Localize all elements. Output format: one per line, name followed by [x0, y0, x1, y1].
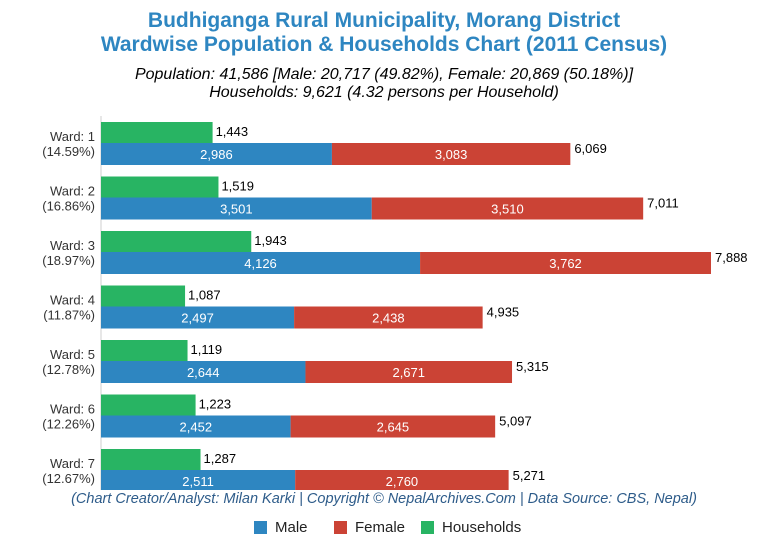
female-bar-6 — [290, 415, 496, 438]
ward-label-5: Ward: 5 — [50, 347, 95, 362]
total-value-label-7: 5,271 — [513, 468, 546, 483]
ward-label-6: Ward: 6 — [50, 402, 95, 417]
female-value-label-1: 3,083 — [435, 147, 468, 162]
legend-swatch-female — [334, 521, 347, 534]
legend-item-households: Households — [421, 519, 521, 536]
male-value-label-7: 2,511 — [182, 474, 214, 489]
male-bar-4 — [101, 306, 295, 329]
female-value-label-4: 2,438 — [372, 311, 405, 326]
ward-label-2: Ward: 2 — [50, 184, 95, 199]
ward-pct-label-3: (18.97%) — [42, 253, 95, 268]
chart-subtitle-line2: Households: 9,621 (4.32 persons per Hous… — [209, 84, 559, 101]
male-bar-6 — [101, 415, 291, 438]
households-value-label-2: 1,519 — [221, 179, 254, 194]
male-value-label-1: 2,986 — [200, 147, 233, 162]
ward-pct-label-5: (12.78%) — [42, 362, 95, 377]
households-value-label-4: 1,087 — [188, 288, 221, 303]
male-bar-3 — [101, 252, 421, 274]
male-bar-1 — [101, 143, 332, 165]
legend-swatch-households — [421, 521, 434, 534]
female-value-label-6: 2,645 — [377, 420, 410, 435]
ward-pct-label-6: (12.26%) — [42, 417, 95, 432]
chart-subtitle-line1: Population: 41,586 [Male: 20,717 (49.82%… — [134, 66, 634, 83]
female-bar-1 — [331, 143, 571, 165]
households-bar-3 — [101, 231, 252, 252]
legend-label-households: Households — [442, 519, 522, 536]
male-bar-7 — [101, 470, 296, 490]
female-bar-7 — [295, 470, 509, 490]
legend-swatch-male — [254, 521, 267, 534]
total-value-label-3: 7,888 — [715, 250, 748, 265]
male-value-label-2: 3,501 — [220, 202, 253, 217]
total-value-label-2: 7,011 — [647, 196, 679, 211]
chart-title-line2: Wardwise Population & Households Chart (… — [100, 33, 668, 56]
ward-label-7: Ward: 7 — [50, 456, 95, 471]
female-value-label-2: 3,510 — [491, 202, 524, 217]
bar-chart: Ward: 1(14.59%) 1,443 2,986 3,083 6,069 Ward:… — [42, 116, 748, 490]
ward-pct-label-1: (14.59%) — [42, 144, 95, 159]
male-value-label-3: 4,126 — [244, 256, 277, 271]
female-bar-5 — [305, 361, 513, 383]
households-value-label-3: 1,943 — [254, 233, 287, 248]
households-bar-5 — [101, 340, 188, 361]
female-value-label-5: 2,671 — [392, 365, 425, 380]
households-bar-6 — [101, 394, 196, 416]
ward-pct-label-7: (12.67%) — [42, 471, 95, 486]
total-value-label-5: 5,315 — [516, 359, 549, 374]
households-bar-1 — [101, 122, 213, 143]
legend-item-male: Male — [254, 519, 308, 536]
male-value-label-6: 2,452 — [180, 420, 213, 435]
female-bar-2 — [371, 197, 644, 220]
female-value-label-3: 3,762 — [549, 256, 582, 271]
households-value-label-6: 1,223 — [199, 397, 232, 412]
legend-label-female: Female — [355, 519, 406, 536]
female-bar-4 — [294, 306, 483, 329]
total-value-label-6: 5,097 — [499, 414, 532, 429]
male-bar-2 — [101, 197, 372, 220]
chart-title-line1: Budhiganga Rural Municipality, Morang Di… — [147, 9, 621, 32]
legend-item-female: Female — [334, 519, 405, 536]
households-value-label-1: 1,443 — [216, 124, 249, 139]
ward-label-1: Ward: 1 — [50, 129, 95, 144]
ward-label-3: Ward: 3 — [50, 238, 95, 253]
male-value-label-5: 2,644 — [187, 365, 220, 380]
ward-pct-label-2: (16.86%) — [42, 199, 95, 214]
households-bar-4 — [101, 285, 186, 307]
legend-label-male: Male — [275, 519, 308, 536]
total-value-label-4: 4,935 — [487, 305, 520, 320]
households-value-label-7: 1,287 — [204, 451, 237, 466]
ward-pct-label-4: (11.87%) — [43, 308, 95, 323]
ward-label-4: Ward: 4 — [50, 293, 95, 308]
male-value-label-4: 2,497 — [181, 311, 214, 326]
male-bar-5 — [101, 361, 306, 383]
households-bar-7 — [101, 449, 201, 470]
female-value-label-7: 2,760 — [386, 474, 419, 489]
chart-legend: Male Female Households — [0, 519, 768, 536]
chart-credit-footer: (Chart Creator/Analyst: Milan Karki | Co… — [71, 491, 697, 507]
total-value-label-1: 6,069 — [574, 141, 607, 156]
households-bar-2 — [101, 176, 219, 198]
female-bar-3 — [420, 252, 711, 274]
households-value-label-5: 1,119 — [191, 342, 223, 357]
